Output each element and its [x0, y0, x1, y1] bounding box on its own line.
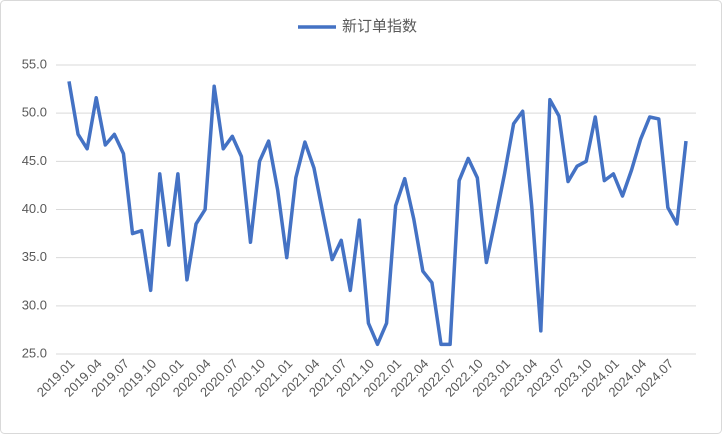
y-tick-label: 30.0 — [22, 297, 47, 312]
data-line — [67, 81, 688, 347]
y-tick-label: 45.0 — [22, 153, 47, 168]
y-tick-label: 40.0 — [22, 201, 47, 216]
y-tick-label: 25.0 — [22, 345, 47, 360]
legend-label: 新订单指数 — [342, 18, 417, 35]
y-tick-label: 35.0 — [22, 249, 47, 264]
y-tick-label: 55.0 — [22, 56, 47, 71]
y-tick-label: 50.0 — [22, 105, 47, 120]
